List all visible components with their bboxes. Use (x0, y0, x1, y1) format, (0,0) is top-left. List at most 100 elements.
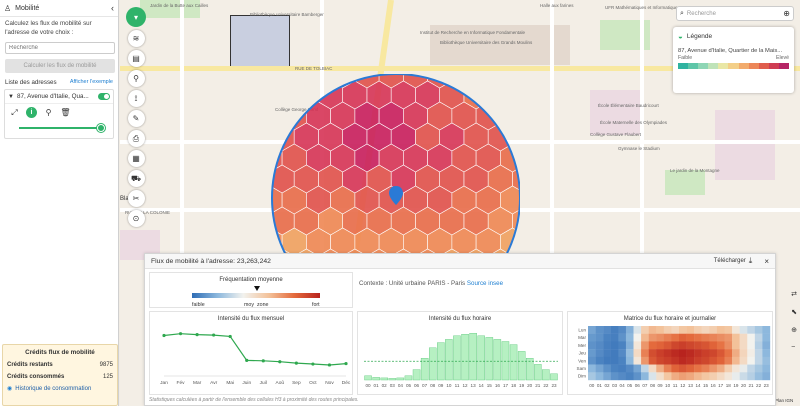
monthly-tick-label: Juin (242, 380, 251, 386)
heatmap-cell (701, 326, 710, 334)
measure-icon[interactable]: ⟟ (127, 90, 145, 107)
monthly-tick-label: Sep (292, 380, 301, 386)
heatmap-cell (762, 356, 771, 365)
zoom-extent-icon[interactable]: ⤢ (11, 107, 18, 117)
zoom-out-icon[interactable]: − (791, 344, 796, 351)
opacity-slider-knob[interactable] (97, 124, 105, 132)
compass-icon[interactable]: ⊕ (791, 327, 797, 334)
hourly-bar (493, 339, 502, 381)
road (640, 0, 644, 406)
opacity-slider[interactable] (19, 124, 105, 132)
heatmap-cell (694, 326, 702, 334)
address-label: 87, Avenue d'Italie, Qua... (16, 93, 89, 100)
address-visibility-toggle[interactable] (98, 93, 110, 100)
hourly-tick-label: 23 (551, 383, 557, 388)
pedestrian-icon[interactable]: ⚲ (127, 70, 145, 87)
heatmap-cell (633, 372, 642, 381)
heatmap-col-label: 11 (673, 383, 678, 388)
heatmap-cell (701, 341, 710, 350)
address-list-title: Liste des adresses (5, 79, 57, 86)
draw-icon[interactable]: ✎ (127, 110, 145, 127)
heatmap-cell (724, 341, 733, 350)
collapse-panel-icon[interactable]: ‹ (111, 3, 114, 13)
legend-header: ◒ Légende (678, 32, 789, 41)
layers-menu-icon[interactable]: ▾ (126, 7, 146, 27)
park-area (140, 0, 200, 18)
hex-cell (500, 74, 520, 89)
heatmap-row-label: Ven (578, 358, 586, 363)
heatmap-cell (648, 326, 657, 334)
car-icon[interactable]: ⊙ (127, 210, 145, 227)
context-source-link[interactable]: Source insee (466, 280, 504, 287)
history-icon: ◉ (7, 386, 13, 392)
monthly-point (212, 333, 216, 337)
heatmap-col-label: 21 (748, 383, 754, 388)
heatmap-cell (625, 364, 634, 373)
consumption-history-link[interactable]: ◉ Historique de consommation (3, 385, 117, 393)
credits-remaining-row: Crédits restants 9875 (3, 362, 117, 368)
search-icon: ⌕ (680, 9, 684, 17)
tools-icon[interactable]: ✂ (127, 190, 145, 207)
hourly-chart-title: Intensité du flux horaire (428, 316, 492, 322)
address-row[interactable]: ▼ 87, Avenue d'Italie, Qua... (5, 90, 113, 104)
address-marker-icon[interactable] (389, 186, 403, 205)
heatmap-cell (732, 333, 740, 342)
cursor-icon[interactable]: ⬉ (791, 309, 797, 316)
vehicle-icon[interactable]: ⛟ (127, 170, 145, 187)
freq-mid-label-a: moy (244, 302, 255, 308)
heatmap-cell (754, 333, 763, 342)
address-list-header: Liste des adresses Afficher l'exemple (0, 79, 118, 86)
close-icon[interactable]: × (764, 256, 769, 266)
heatmap-cell (641, 341, 649, 350)
map-label: Le jardin de la Montagne (670, 168, 720, 173)
map-label: RUE DE LA COLONIE (125, 210, 171, 215)
heatmap-cell (610, 326, 619, 334)
school-area (715, 110, 775, 180)
stats-icon[interactable]: ▦ (127, 150, 145, 167)
heatmap-cell (762, 349, 771, 358)
hex-cell (512, 80, 520, 110)
freq-mid-label-b: zone (257, 302, 269, 308)
hex-grid (272, 74, 520, 264)
heatmap-cell (694, 349, 702, 358)
pedestrian-icon[interactable]: ⚲ (45, 108, 52, 117)
hex-cell (272, 74, 283, 89)
share-icon[interactable]: ⇄ (791, 291, 797, 298)
heatmap-cell (656, 326, 665, 334)
panel-description: Calculez les flux de mobilité sur l'adre… (5, 20, 92, 36)
address-card: ▼ 87, Avenue d'Italie, Qua... ⤢ i ⚲ 🗑 (4, 89, 114, 139)
calculate-flows-button[interactable]: Calculer les flux de mobilité (5, 59, 115, 73)
map-search-box[interactable]: ⌕ Recherche ⊕ (676, 6, 794, 21)
hex-cell (281, 74, 307, 89)
hourly-chart: 00 01 02 03 04 05 06 07 08 09 10 11 12 13 14 15 16 17 18 19… (364, 332, 558, 388)
heatmap-cell (754, 364, 763, 373)
locate-icon[interactable]: ⊕ (783, 9, 790, 18)
layers-icon[interactable]: ≋ (127, 30, 145, 47)
heatmap-cell (716, 349, 725, 358)
hourly-tick-label: 02 (382, 383, 388, 388)
heatmap-cell (625, 349, 634, 358)
heatmap-cell (671, 349, 680, 358)
heatmap-cell (656, 356, 665, 365)
heatmap-cell (762, 341, 771, 350)
heatmap-cell (663, 326, 672, 334)
address-search-input[interactable] (5, 42, 115, 54)
document-icon[interactable]: ▤ (127, 50, 145, 67)
info-icon[interactable]: i (26, 107, 37, 118)
map-label: Collège Gustave Flaubert (590, 132, 642, 137)
legend-swatch (698, 63, 709, 69)
expand-triangle-icon[interactable]: ▼ (8, 93, 14, 100)
hourly-bar (542, 369, 550, 381)
flow-panel-title: Flux de mobilité à l'adresse: 23,263,242 (151, 257, 271, 265)
hourly-tick-label: 03 (390, 383, 396, 388)
trash-icon[interactable]: 🗑 (60, 108, 71, 117)
show-example-link[interactable]: Afficher l'exemple (69, 79, 113, 85)
print-icon[interactable]: ⎙ (127, 130, 145, 147)
legend-swatch (708, 63, 719, 69)
heatmap-cell (618, 326, 627, 334)
download-button[interactable]: Télécharger ⤓ (714, 256, 753, 266)
legend-box: ◒ Légende 87, Avenue d'Italie, Quartier … (673, 27, 794, 93)
heatmap-col-label: 22 (756, 383, 762, 388)
heatmap-cell (595, 364, 604, 373)
heatmap-cell (671, 356, 680, 365)
